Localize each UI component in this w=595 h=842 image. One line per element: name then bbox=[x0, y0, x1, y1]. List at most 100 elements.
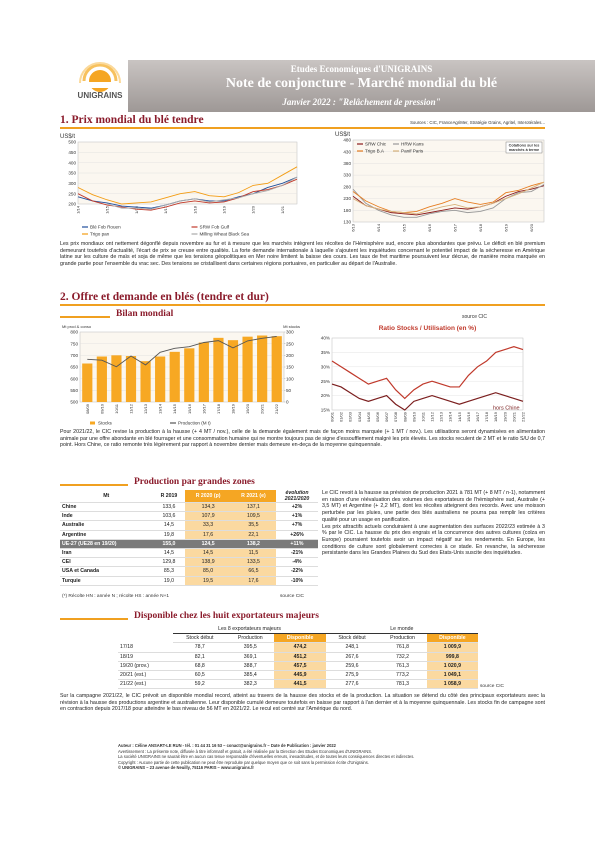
logo-sun bbox=[79, 62, 121, 92]
chart-title: Ratio Stocks / Utilisation (en %) bbox=[379, 325, 477, 332]
table-cell: 267,6 bbox=[325, 652, 379, 662]
bar bbox=[82, 363, 93, 402]
annotation: Cotations sur les marchés à terme bbox=[509, 144, 540, 152]
legend-label: SRW Fob Gulf bbox=[200, 225, 230, 230]
x-tick-label: 19/20 bbox=[502, 411, 507, 422]
table-cell: 103,6 bbox=[152, 511, 186, 522]
table-cell: Disponible bbox=[426, 633, 478, 644]
table-cell: Les 8 exportateurs majeurs bbox=[173, 625, 326, 635]
legend-label: Blé Fob Rouen bbox=[90, 225, 121, 230]
x-tick-label: 03/04 bbox=[357, 411, 362, 422]
y-tick-label: 25% bbox=[321, 379, 330, 384]
y2-tick-label: 50 bbox=[286, 388, 292, 393]
legend-label: Trigo pan bbox=[90, 232, 110, 237]
table-cell: 382,3 bbox=[226, 679, 275, 690]
x-tick-label: 17/18 bbox=[484, 411, 489, 422]
footer-line: Avertissement : La présente note, diffus… bbox=[118, 748, 373, 754]
x-tick-label: 19/20 bbox=[245, 403, 250, 414]
subsection-rule bbox=[60, 484, 128, 486]
table-row: Stock début Production Disponible Stock déb… bbox=[118, 633, 478, 644]
y-tick-label: 280 bbox=[343, 184, 351, 189]
y2-tick-label: 150 bbox=[286, 365, 294, 370]
table-cell: 85,3 bbox=[152, 566, 186, 577]
table-row: 19/20 (prov.) 68,8 388,7 457,5 259,6 761,3 1 0… bbox=[118, 661, 478, 671]
table-cell: Turquie bbox=[60, 576, 153, 586]
table-cell: 1 049,1 bbox=[426, 670, 478, 681]
x-tick-label: 12/13 bbox=[439, 411, 444, 422]
y-tick-label: 300 bbox=[68, 181, 76, 186]
table-cell: 17/18 bbox=[118, 642, 174, 653]
table-row: UE-27 (UE28 en 19/20) 155,0 124,5 138,2 +11% bbox=[60, 539, 318, 549]
legend-label: SRW Chic bbox=[365, 142, 387, 147]
table-cell: Iran bbox=[60, 548, 153, 559]
table-cell: R 2021 (e) bbox=[230, 490, 276, 503]
table-cell: évolution 2021/2020 bbox=[276, 490, 318, 503]
table-cell: -4% bbox=[276, 557, 318, 568]
y-tick-label: 480 bbox=[343, 138, 351, 143]
y-tick-label: 330 bbox=[343, 173, 351, 178]
table-row: Les 8 exportateurs majeurs Le monde bbox=[118, 625, 478, 635]
legend-swatch bbox=[90, 421, 95, 425]
header-title: Note de conjoncture - Marché mondial du … bbox=[225, 76, 498, 91]
y-tick-label: 15% bbox=[321, 408, 330, 413]
x-tick-label: 18/19 bbox=[493, 411, 498, 422]
table-cell bbox=[118, 625, 173, 634]
y-axis-label: Mt prod & conso bbox=[62, 324, 92, 329]
chart: Mt prod & conso Mt stocks5005506006507007… bbox=[62, 324, 300, 426]
table-cell: 137,1 bbox=[230, 502, 276, 513]
table-cell: Australie bbox=[60, 520, 153, 531]
x-tick-label: 6/17 bbox=[452, 223, 457, 232]
table-cell: 248,1 bbox=[325, 642, 379, 653]
table-cell: 474,2 bbox=[274, 642, 326, 653]
footer-line: La société UNIGRAINS ne saurait être en … bbox=[118, 754, 415, 760]
table-cell: +26% bbox=[276, 530, 318, 540]
y-tick-label: 250 bbox=[68, 191, 76, 196]
x-tick-label: 21/22 bbox=[274, 403, 279, 414]
table-cell: 22,1 bbox=[230, 530, 276, 540]
table-cell: 155,0 bbox=[152, 539, 186, 549]
table-cell: -22% bbox=[276, 566, 318, 577]
paragraph: Pour 2021/22, le CIC revise la productio… bbox=[60, 429, 545, 449]
x-tick-label: 6/13 bbox=[351, 223, 356, 232]
paragraph-part: Le CIC revoit à la hausse sa prévision d… bbox=[322, 490, 545, 523]
bar bbox=[227, 340, 239, 402]
table-cell: 107,9 bbox=[185, 511, 231, 522]
table-cell: 78,7 bbox=[173, 642, 227, 653]
y-tick-label: 350 bbox=[68, 171, 76, 176]
y2-tick-label: 300 bbox=[286, 330, 294, 335]
x-tick-label: 04/05 bbox=[366, 411, 371, 422]
x-tick-label: 6/18 bbox=[478, 223, 483, 232]
table-cell: 1 058,9 bbox=[426, 679, 478, 690]
y-tick-label: 500 bbox=[70, 400, 78, 405]
y-tick-label: 700 bbox=[70, 353, 78, 358]
table-row: 18/19 82,1 369,1 451,2 267,6 732,2 999,8 bbox=[118, 652, 478, 662]
legend-label: HRW Kans bbox=[401, 142, 424, 147]
chart: US$/t 130 180 230 280 330 380 430 480 6/13 6/14 6/1… bbox=[335, 132, 545, 232]
paragraph-part: Les prix attractifs actuels conduiraient… bbox=[322, 523, 545, 557]
table-cell: Chine bbox=[60, 502, 153, 513]
x-tick-label: 15/16 bbox=[187, 403, 192, 414]
table-row: Australie 14,5 33,3 35,5 +7% bbox=[60, 520, 318, 531]
x-tick-label: 6/15 bbox=[401, 223, 406, 232]
series-line bbox=[331, 383, 524, 411]
table-note: (*) Récolte HN : année N ; récolte HS : … bbox=[62, 594, 170, 599]
x-tick-label: 1/14 bbox=[76, 205, 81, 214]
y-tick-label: 20% bbox=[321, 393, 330, 398]
paragraph: Le CIC revoit à la hausse sa prévision d… bbox=[322, 490, 545, 557]
table-cell: Production bbox=[378, 633, 427, 644]
x-tick-label: 6/20 bbox=[529, 223, 534, 232]
x-tick-label: 15/16 bbox=[466, 411, 471, 422]
y-tick-label: 30% bbox=[321, 364, 330, 369]
table-cell: Stock début bbox=[325, 633, 379, 644]
bar bbox=[96, 356, 107, 402]
table-cell: 259,6 bbox=[325, 661, 379, 671]
table-cell: 369,1 bbox=[226, 652, 275, 662]
table-row: Chine 133,6 134,3 137,1 +2% bbox=[60, 502, 318, 513]
y-tick-label: 750 bbox=[70, 341, 78, 346]
y-tick-label: 180 bbox=[343, 208, 351, 213]
header-kicker: Etudes Economiques d'UNIGRAINS bbox=[290, 64, 433, 74]
table-cell: 20/21 (est.) bbox=[118, 670, 174, 681]
table-cell: +7% bbox=[276, 520, 318, 531]
x-tick-label: 20/21 bbox=[511, 411, 516, 422]
